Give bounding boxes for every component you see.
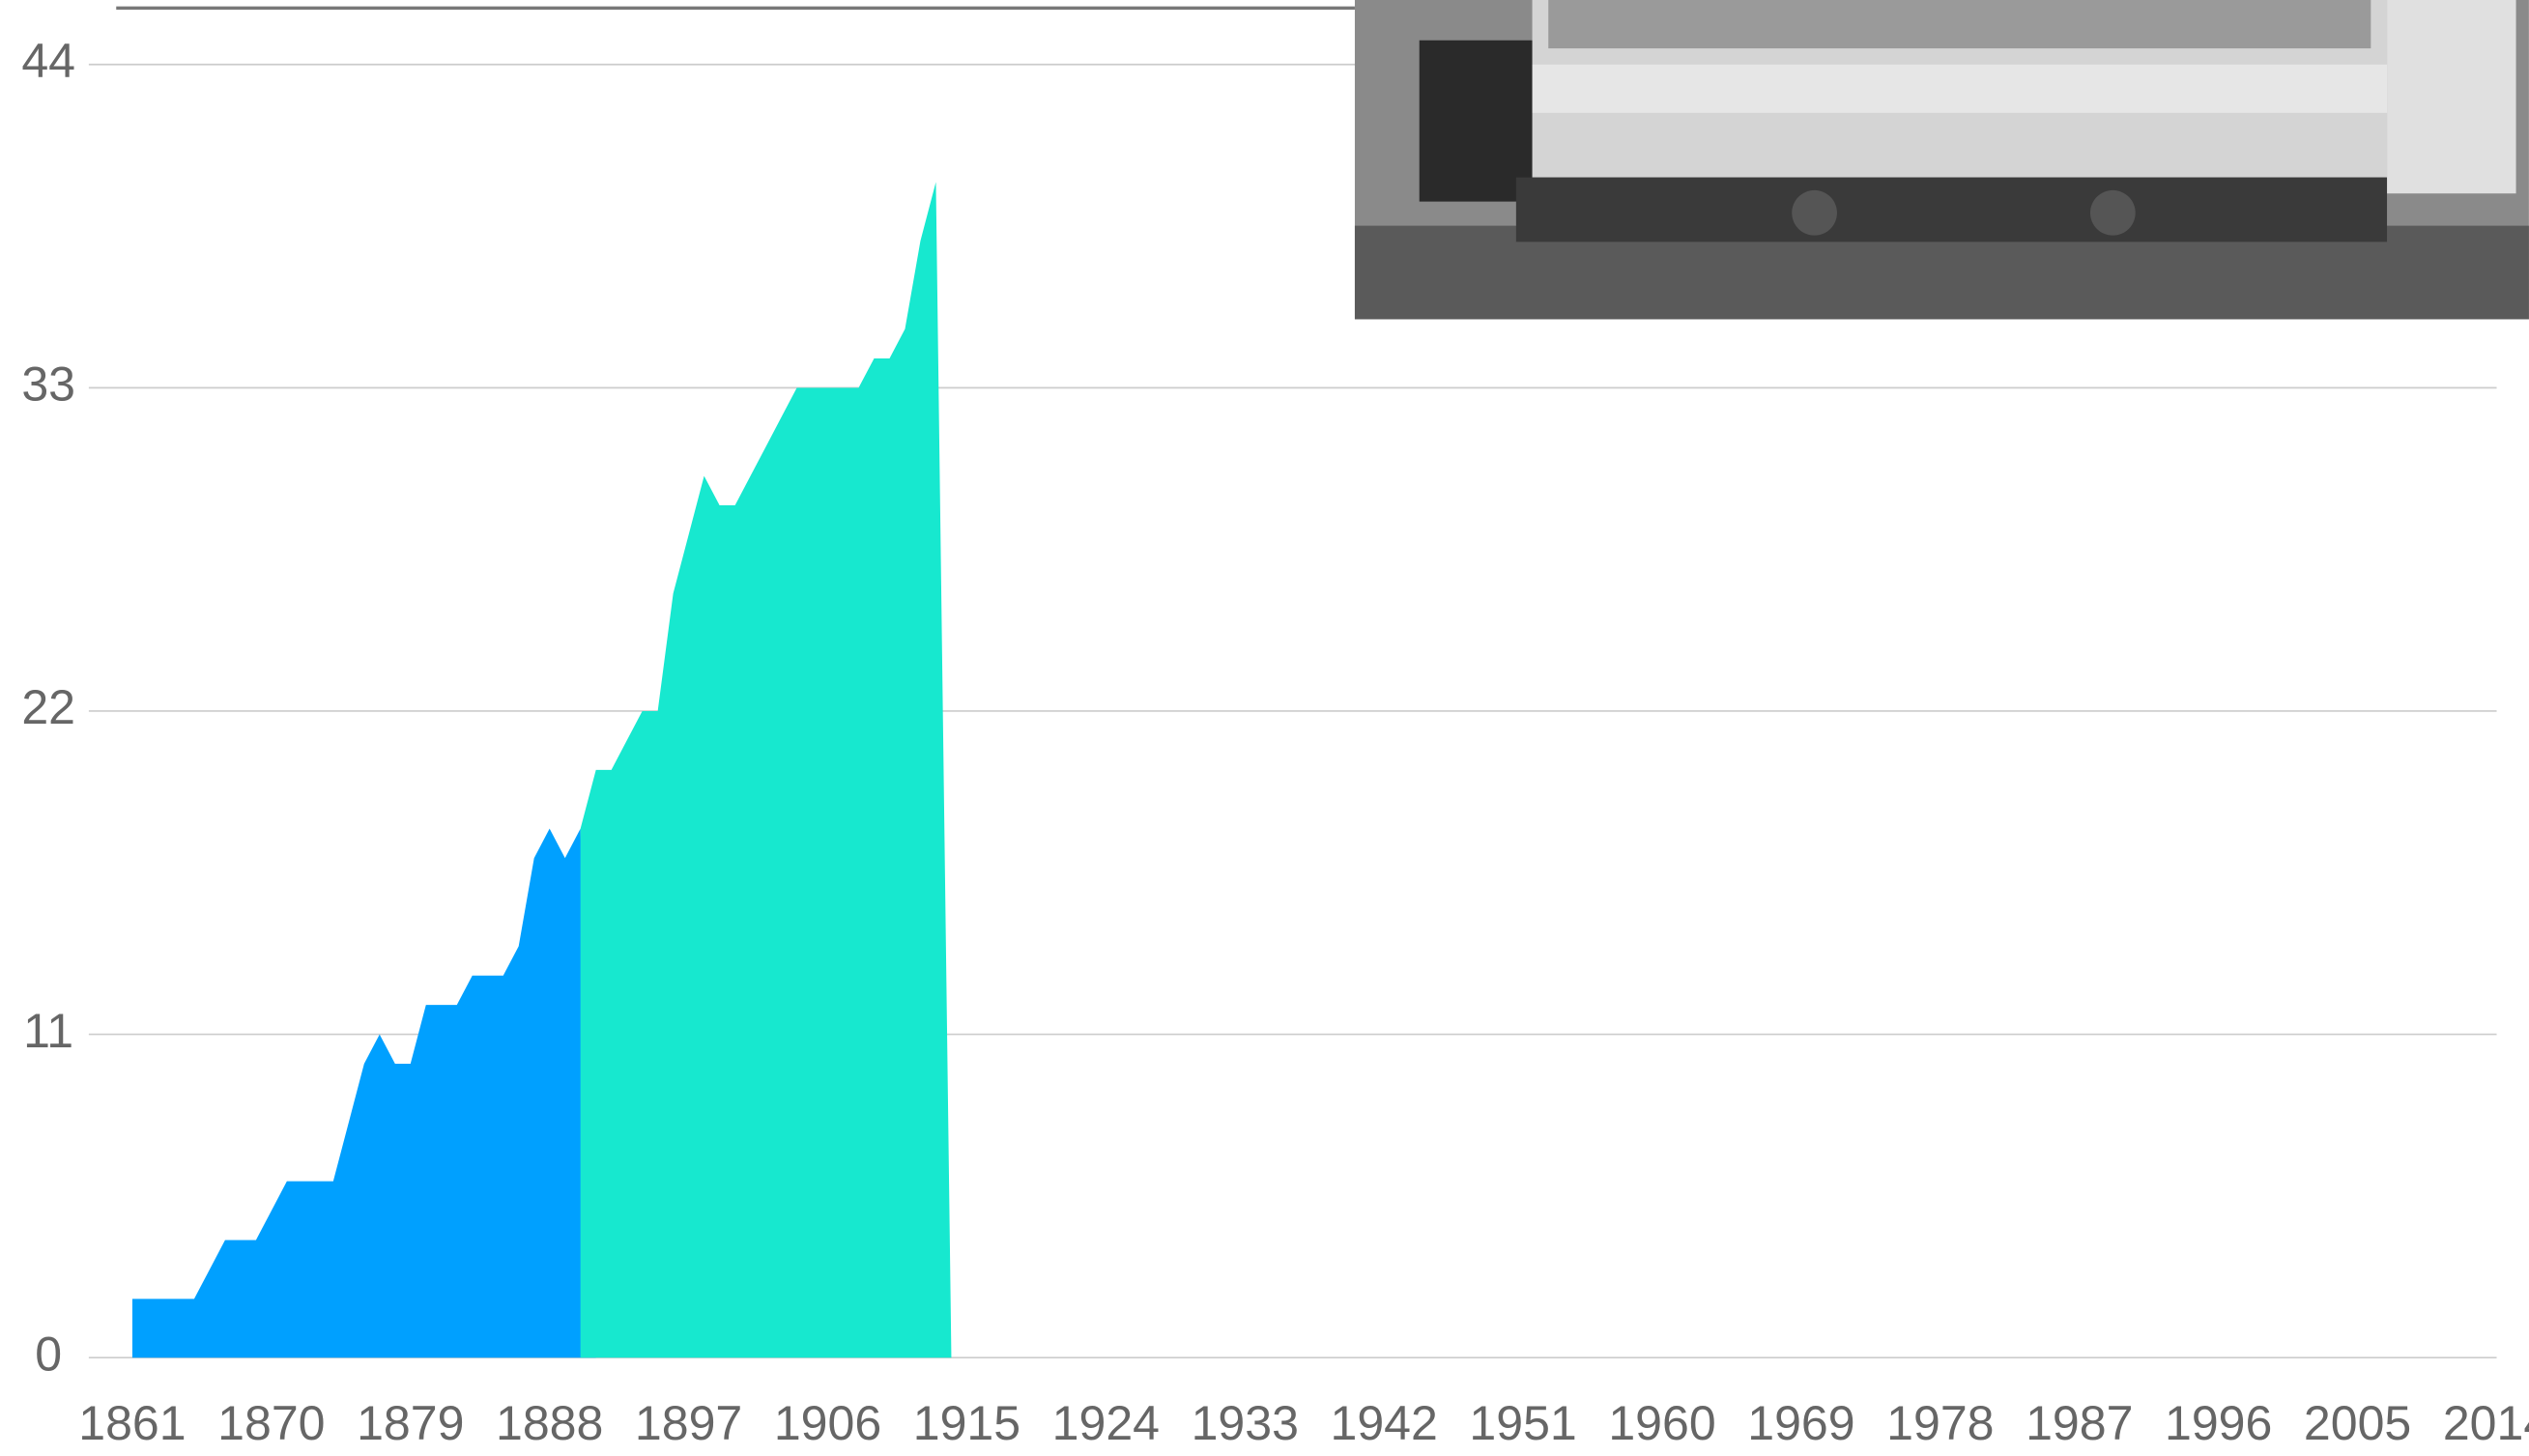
x-tick-label: 1951 [1469,1396,1576,1450]
x-tick-label: 2005 [2304,1396,2411,1450]
x-tick-label: 1897 [635,1396,742,1450]
y-tick-label: 11 [23,1004,73,1058]
x-tick-label: 1987 [2026,1396,2133,1450]
x-tick-label: 1996 [2165,1396,2272,1450]
photo [1354,0,2529,320]
x-tick-label: 1933 [1192,1396,1299,1450]
x-tick-label: 2014 [2443,1396,2529,1450]
y-tick-label: 33 [21,357,75,412]
x-tick-label: 1861 [78,1396,186,1450]
x-tick-label: 1915 [913,1396,1020,1450]
x-tick-label: 1969 [1747,1396,1854,1450]
area [131,828,596,1358]
x-tick-label: 1870 [217,1396,325,1450]
x-tick-label: 1924 [1052,1396,1160,1450]
x-tick-label: 1942 [1331,1396,1438,1450]
y-tick-label: 0 [35,1327,62,1381]
y-tick-label: 44 [21,34,75,88]
y-tick-label: 22 [21,680,75,734]
x-tick-label: 1960 [1608,1396,1715,1450]
x-tick-label: 1879 [357,1396,464,1450]
x-tick-label: 1888 [496,1396,603,1450]
x-tick-label: 1978 [1886,1396,1994,1450]
area [580,182,952,1358]
x-tick-label: 1906 [774,1396,881,1450]
plot-area: 0 11 22 33 44 1861 1870 1879 1888 1897 1906 1915 192… [21,34,2529,1450]
